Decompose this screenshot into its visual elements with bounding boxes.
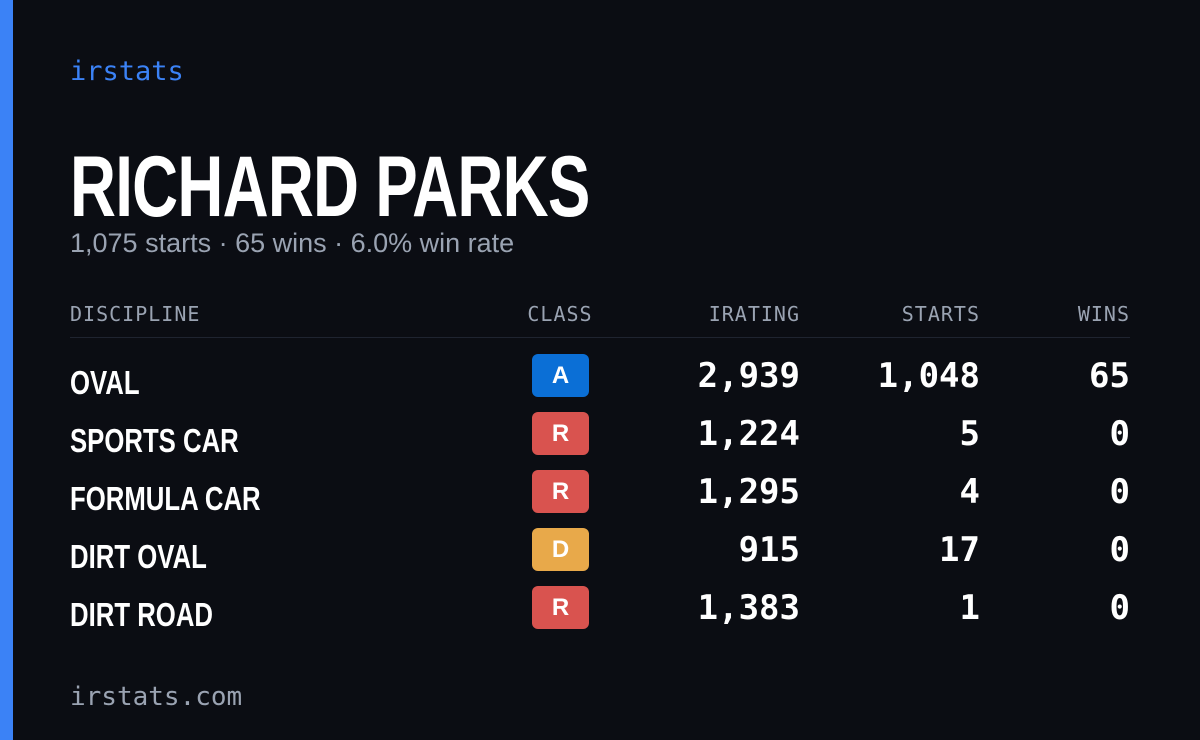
class-badge: A <box>532 354 589 397</box>
irating: 1,224 <box>697 414 800 454</box>
wins: 0 <box>1109 414 1130 454</box>
wins: 0 <box>1109 472 1130 512</box>
starts: 17 <box>939 530 980 570</box>
brand: irstats <box>70 56 184 87</box>
column-header: IRATING <box>708 302 800 326</box>
wins: 0 <box>1109 588 1130 628</box>
header-rule <box>70 337 1130 338</box>
column-header: WINS <box>1077 302 1130 326</box>
irating: 1,295 <box>697 472 800 512</box>
starts: 4 <box>959 472 980 512</box>
discipline: DIRT OVAL <box>70 538 207 575</box>
summary: 1,075 starts · 65 wins · 6.0% win rate <box>70 228 515 258</box>
driver-name: RICHARD PARKS <box>70 139 590 235</box>
class-badge: R <box>532 412 589 455</box>
column-header: DISCIPLINE <box>70 302 201 326</box>
starts: 1,048 <box>877 356 980 396</box>
discipline: FORMULA CAR <box>70 480 261 517</box>
discipline: SPORTS CAR <box>70 422 239 459</box>
accent-stripe <box>0 0 13 740</box>
irating: 915 <box>738 530 800 570</box>
starts: 5 <box>959 414 980 454</box>
discipline: DIRT ROAD <box>70 596 213 633</box>
column-header: STARTS <box>901 302 980 326</box>
class-badge: R <box>532 586 589 629</box>
irating: 1,383 <box>697 588 800 628</box>
irating: 2,939 <box>697 356 800 396</box>
wins: 0 <box>1109 530 1130 570</box>
discipline: OVAL <box>70 364 140 401</box>
class-badge: R <box>532 470 589 513</box>
class-badge: D <box>532 528 589 571</box>
wins: 65 <box>1089 356 1130 396</box>
footer-url: irstats.com <box>70 682 243 712</box>
column-header: CLASS <box>527 302 593 326</box>
starts: 1 <box>959 588 980 628</box>
